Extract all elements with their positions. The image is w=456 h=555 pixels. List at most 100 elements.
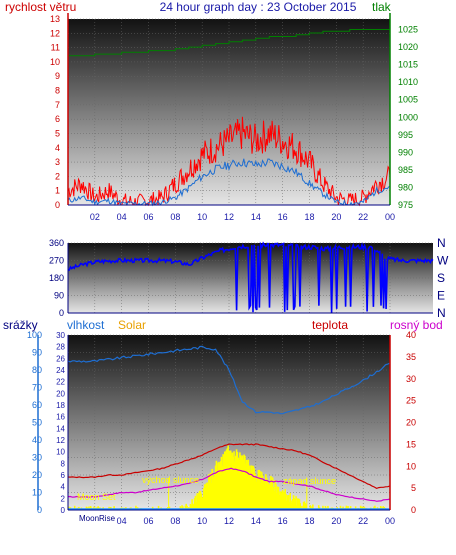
x-tick-label: 16: [278, 212, 288, 222]
humidity-tick-label: 2: [61, 494, 66, 503]
humidity-tick-label: 0: [61, 506, 66, 515]
x-tick-label: 10: [197, 212, 207, 222]
temperature-line: [67, 443, 391, 490]
pressure-tick-label: 980: [398, 182, 413, 192]
temperature-tick-label: 0: [411, 505, 416, 515]
wind-speed-tick-label: 2: [55, 171, 60, 181]
tick-labels: 0123456789101112139759809859909951000100…: [27, 14, 449, 526]
wind-speed-tick-label: 1: [55, 186, 60, 196]
pressure-tick-label: 975: [398, 200, 413, 210]
temperature-tick-label: 5: [411, 483, 416, 493]
x-tick-label: 20: [331, 516, 341, 526]
compass-label: N: [437, 236, 446, 250]
x-tick-label: 00: [385, 516, 395, 526]
wind-average-line: [67, 158, 391, 207]
humidity-tick-label: 20: [56, 389, 65, 398]
compass-label: S: [437, 271, 445, 285]
rain-tick-label: 10: [32, 488, 42, 498]
wind-speed-tick-label: 6: [55, 114, 60, 124]
direction-tick-label: 180: [49, 273, 64, 283]
rain-legend: srážky: [3, 318, 38, 332]
temperature-legend: teplota: [312, 318, 348, 332]
humidity-line: [67, 345, 391, 415]
x-tick-label: 14: [251, 516, 261, 526]
x-tick-label: 06: [143, 212, 153, 222]
x-tick-label: 04: [117, 516, 127, 526]
wind-speed-tick-label: 12: [50, 28, 60, 38]
temperature-tick-label: 20: [406, 418, 416, 428]
pressure-tick-label: 1005: [398, 95, 418, 105]
humidity-tick-label: 26: [56, 354, 65, 363]
sunset-annotation: západ slunce: [283, 476, 336, 486]
humidity-tick-label: 4: [61, 483, 66, 492]
temperature-tick-label: 40: [406, 330, 416, 340]
wind-speed-tick-label: 13: [50, 14, 60, 24]
x-tick-label: 22: [358, 516, 368, 526]
temperature-tick-label: 30: [406, 374, 416, 384]
temperature-tick-label: 15: [406, 439, 416, 449]
x-tick-label: 12: [224, 516, 234, 526]
compass-label: E: [437, 289, 445, 303]
humidity-tick-label: 10: [56, 448, 65, 457]
pressure-tick-label: 1015: [398, 60, 418, 70]
pressure-tick-label: 985: [398, 165, 413, 175]
x-tick-label: 12: [224, 212, 234, 222]
direction-tick-label: 90: [54, 291, 64, 301]
compass-label: W: [437, 254, 449, 268]
x-tick-label: 00: [385, 212, 395, 222]
humidity-tick-label: 22: [56, 378, 65, 387]
dewpoint-line: [67, 467, 391, 502]
x-tick-label: 18: [304, 516, 314, 526]
x-tick-label: 22: [358, 212, 368, 222]
rain-tick-label: 20: [32, 470, 42, 480]
x-tick-label: 20: [331, 212, 341, 222]
pressure-tick-label: 1025: [398, 25, 418, 35]
wind-speed-tick-label: 11: [51, 43, 60, 53]
humidity-tick-label: 6: [61, 471, 66, 480]
moonrise-annotation: MoonRise: [79, 514, 116, 523]
compass-label: N: [437, 306, 446, 320]
chart-title: 24 hour graph day : 23 October 2015: [160, 0, 357, 14]
x-tick-label: 10: [197, 516, 207, 526]
pressure-tick-label: 990: [398, 147, 413, 157]
pressure-tick-label: 995: [398, 130, 413, 140]
wind-speed-tick-label: 0: [55, 200, 60, 210]
wind-speed-axis-title: rychlost větru: [5, 0, 76, 14]
humidity-legend: vlhkost: [67, 318, 105, 332]
pressure-axis-title: tlak: [372, 0, 392, 14]
x-tick-label: 16: [278, 516, 288, 526]
sunrise-annotation: východ slunce: [142, 475, 199, 485]
temperature-tick-label: 25: [406, 396, 416, 406]
direction-tick-label: 360: [49, 238, 64, 248]
humidity-tick-label: 14: [56, 424, 65, 433]
wind-speed-tick-label: 9: [55, 71, 60, 81]
rain-tick-label: 60: [32, 400, 42, 410]
wind-speed-tick-label: 8: [55, 86, 60, 96]
humidity-tick-label: 28: [56, 343, 65, 352]
humidity-tick-label: 8: [61, 459, 66, 468]
moonset-annotation: Moon Set: [77, 492, 116, 502]
solar-legend: Solar: [118, 318, 146, 332]
pressure-line: [68, 29, 390, 57]
x-tick-label: 04: [117, 212, 127, 222]
rain-tick-label: 30: [32, 453, 42, 463]
x-tick-label: 08: [170, 212, 180, 222]
wind-speed-tick-label: 4: [55, 143, 60, 153]
pressure-tick-label: 1000: [398, 112, 418, 122]
pressure-tick-label: 1020: [398, 42, 418, 52]
humidity-tick-label: 18: [56, 401, 65, 410]
direction-tick-label: 0: [59, 308, 64, 318]
pressure-tick-label: 1010: [398, 77, 418, 87]
temperature-tick-label: 35: [406, 352, 416, 362]
humidity-tick-label: 12: [56, 436, 65, 445]
x-tick-label: 18: [304, 212, 314, 222]
x-tick-label: 06: [143, 516, 153, 526]
rain-tick-label: 80: [32, 365, 42, 375]
axes: [37, 13, 433, 511]
direction-tick-label: 270: [49, 256, 64, 266]
wind-speed-tick-label: 10: [50, 57, 60, 67]
x-tick-label: 08: [170, 516, 180, 526]
rain-tick-label: 90: [32, 348, 42, 358]
temperature-tick-label: 10: [406, 461, 416, 471]
